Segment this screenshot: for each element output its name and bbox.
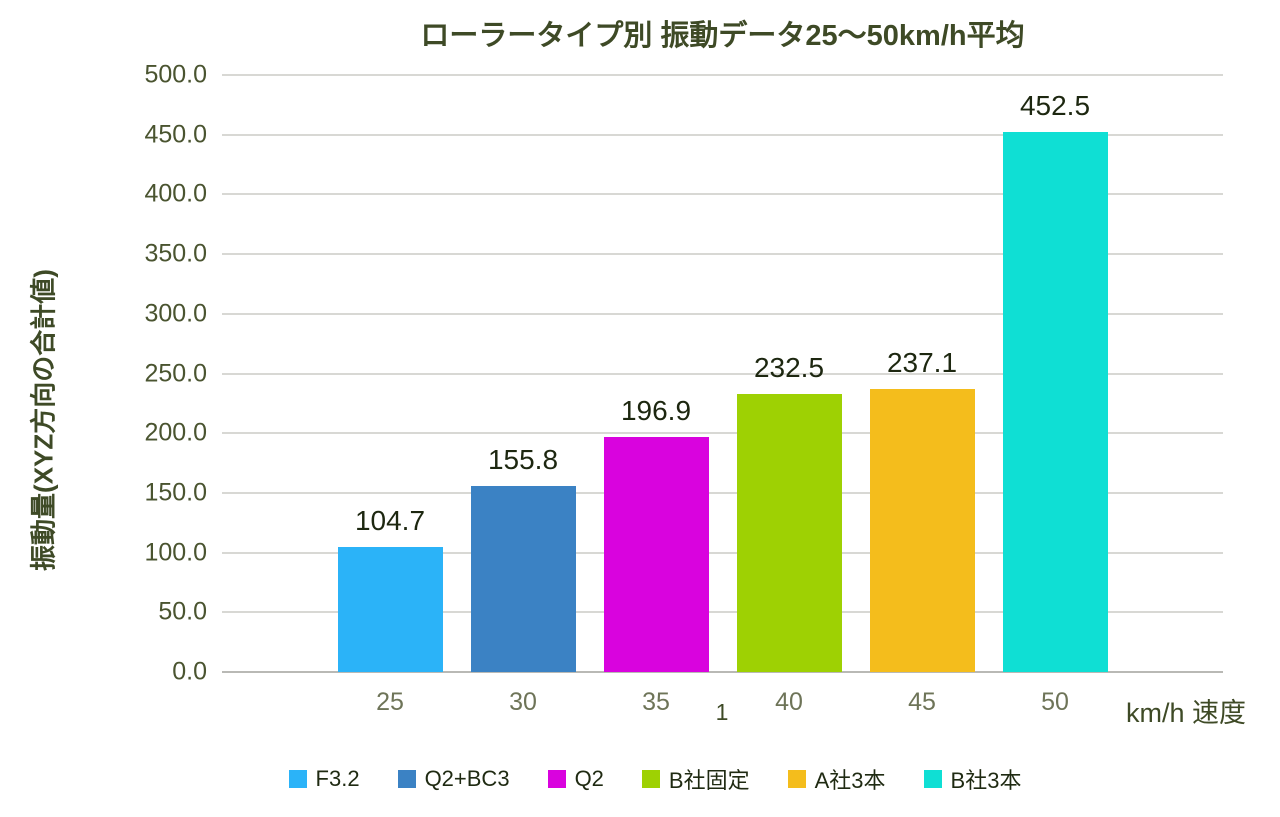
gridline xyxy=(222,312,1223,315)
gridline xyxy=(222,372,1223,375)
x-tick-label-30: 30 xyxy=(509,688,537,716)
y-tick-label: 500.0 xyxy=(144,60,207,89)
x-tick-label-40: 40 xyxy=(775,688,803,716)
legend-swatch-icon xyxy=(787,770,806,788)
gridline xyxy=(222,74,1223,76)
bar-Q2+BC3 xyxy=(470,485,576,672)
x-axis-title: km/h 速度 xyxy=(1126,698,1247,728)
gridline xyxy=(222,551,1223,554)
legend: F3.2 Q2+BC3 Q2 B社固定 A社3本 B社3本 xyxy=(0,763,1280,795)
bar-A社3本 xyxy=(869,388,975,672)
y-tick-label: 400.0 xyxy=(144,179,207,208)
legend-item-B社固定: B社固定 xyxy=(641,763,750,795)
data-label-Q2: 196.9 xyxy=(620,394,692,426)
y-tick-label: 300.0 xyxy=(144,299,207,328)
legend-label: Q2 xyxy=(574,766,604,791)
category-axis-label: 1 xyxy=(715,699,729,725)
data-label-F3.2: 104.7 xyxy=(354,505,426,536)
legend-item-A社3本: A社3本 xyxy=(787,763,886,795)
y-tick-label: 450.0 xyxy=(144,120,207,149)
gridline xyxy=(222,133,1223,136)
data-label-B社3本: 452.5 xyxy=(1019,89,1091,121)
legend-swatch-icon xyxy=(923,770,942,788)
legend-label: B社固定 xyxy=(668,768,750,793)
legend-item-Q2+BC3: Q2+BC3 xyxy=(397,766,510,792)
data-label-B社固定: 232.5 xyxy=(753,352,825,384)
bar-F3.2 xyxy=(337,547,443,672)
legend-swatch-icon xyxy=(288,770,307,788)
legend-item-B社3本: B社3本 xyxy=(923,763,1022,795)
bar-B社3本 xyxy=(1002,131,1108,672)
gridline xyxy=(222,193,1223,196)
legend-swatch-icon xyxy=(397,770,416,788)
data-label-A社3本: 237.1 xyxy=(886,346,958,378)
y-tick-label: 150.0 xyxy=(144,478,207,507)
legend-item-F3.2: F3.2 xyxy=(288,766,360,792)
y-tick-label: 0.0 xyxy=(172,657,207,686)
legend-swatch-icon xyxy=(641,770,660,788)
gridline xyxy=(222,491,1223,494)
legend-label: Q2+BC3 xyxy=(424,766,510,791)
gridline xyxy=(222,611,1223,614)
x-tick-label-45: 45 xyxy=(908,688,936,716)
data-label-Q2+BC3: 155.8 xyxy=(487,443,559,475)
gridline xyxy=(222,253,1223,256)
bar-Q2 xyxy=(603,436,709,672)
y-tick-label: 250.0 xyxy=(144,359,207,387)
plot-area: 104.7 155.8 196.9 232.5 237.1 452.5 xyxy=(222,74,1223,673)
gridline xyxy=(222,432,1223,435)
chart-title: ローラータイプ別 振動データ25〜50km/h平均 xyxy=(420,20,1025,52)
y-tick-label: 50.0 xyxy=(158,597,207,626)
y-tick-label: 200.0 xyxy=(144,418,207,447)
x-tick-label-50: 50 xyxy=(1041,688,1069,716)
x-tick-label-35: 35 xyxy=(642,688,670,716)
legend-label: F3.2 xyxy=(315,766,360,791)
x-tick-label-25: 25 xyxy=(376,688,404,716)
x-axis-line xyxy=(222,671,1223,673)
legend-label: B社3本 xyxy=(950,768,1022,793)
legend-label: A社3本 xyxy=(814,768,886,793)
y-tick-label: 350.0 xyxy=(144,239,207,268)
y-tick-label: 100.0 xyxy=(144,538,207,567)
y-axis-title: 振動量(XYZ方向の合計値) xyxy=(28,269,59,571)
legend-item-Q2: Q2 xyxy=(547,766,604,792)
legend-swatch-icon xyxy=(547,770,566,788)
bar-B社固定 xyxy=(736,394,842,672)
